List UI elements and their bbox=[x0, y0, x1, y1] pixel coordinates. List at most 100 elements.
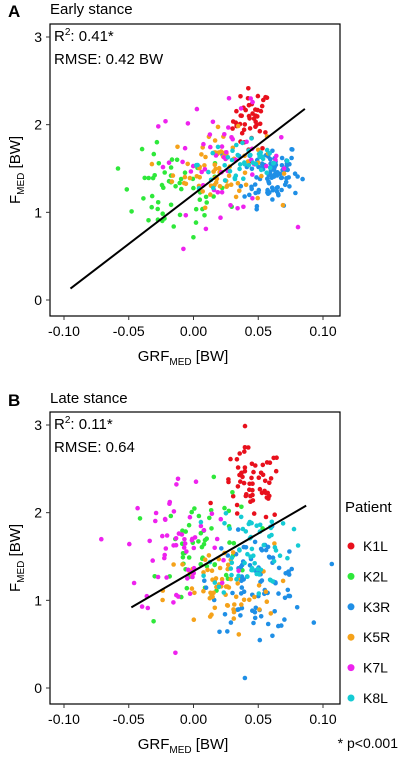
point-k5r bbox=[217, 565, 223, 571]
legend-label-k2l: K2L bbox=[363, 568, 388, 584]
point-k7l bbox=[241, 204, 246, 210]
point-k8l bbox=[222, 521, 227, 526]
point-k3r bbox=[225, 553, 231, 558]
point-k8l bbox=[229, 157, 235, 163]
point-k3r bbox=[284, 176, 289, 181]
point-k3r bbox=[249, 166, 255, 172]
point-k3r bbox=[250, 608, 255, 613]
point-k5r bbox=[239, 602, 244, 607]
y-tick-label: 3 bbox=[34, 29, 42, 45]
panel-title: Early stance bbox=[50, 1, 133, 18]
point-k2l bbox=[222, 505, 227, 511]
point-k1l bbox=[246, 86, 251, 91]
point-k1l bbox=[237, 472, 242, 478]
point-k5r bbox=[280, 202, 286, 208]
point-k7l bbox=[198, 523, 204, 529]
point-k1l bbox=[234, 457, 240, 462]
y-tick-label: 2 bbox=[34, 505, 42, 521]
point-k2l bbox=[204, 200, 209, 205]
x-axis-label-unit: [BW] bbox=[192, 736, 229, 753]
point-k8l bbox=[237, 547, 242, 552]
point-k8l bbox=[230, 148, 235, 153]
point-k1l bbox=[235, 465, 241, 470]
point-k3r bbox=[265, 544, 271, 550]
point-k2l bbox=[155, 200, 161, 205]
point-k1l bbox=[244, 492, 249, 497]
x-axis-label-main: GRF bbox=[138, 348, 170, 365]
point-k5r bbox=[257, 607, 262, 612]
point-k2l bbox=[193, 206, 199, 212]
point-k2l bbox=[223, 572, 229, 578]
point-k8l bbox=[269, 519, 275, 525]
point-k3r bbox=[275, 191, 281, 197]
point-k7l bbox=[202, 167, 208, 172]
point-k7l bbox=[218, 215, 223, 220]
point-k3r bbox=[251, 620, 256, 626]
point-k1l bbox=[237, 451, 242, 456]
point-k1l bbox=[242, 122, 248, 127]
point-k2l bbox=[239, 504, 244, 510]
point-k7l bbox=[250, 99, 255, 105]
point-k5r bbox=[272, 541, 277, 546]
point-k8l bbox=[271, 160, 277, 166]
point-k1l bbox=[234, 502, 240, 508]
point-k2l bbox=[124, 187, 130, 192]
point-k3r bbox=[202, 578, 207, 583]
point-k2l bbox=[168, 165, 174, 170]
point-k5r bbox=[169, 179, 175, 184]
point-k7l bbox=[155, 574, 161, 580]
point-k1l bbox=[268, 476, 274, 481]
point-k5r bbox=[200, 189, 205, 194]
y-axis-label-main: F bbox=[7, 195, 24, 204]
point-k7l bbox=[188, 169, 194, 174]
footnote: * p<0.001 bbox=[338, 735, 399, 751]
point-k7l bbox=[203, 226, 209, 232]
point-k3r bbox=[252, 182, 258, 187]
point-k1l bbox=[250, 492, 255, 498]
point-k1l bbox=[242, 423, 248, 429]
point-k3r bbox=[269, 175, 275, 180]
point-k5r bbox=[255, 195, 260, 201]
point-k8l bbox=[251, 553, 256, 558]
point-k2l bbox=[203, 194, 209, 200]
point-k3r bbox=[268, 156, 273, 162]
points bbox=[115, 86, 305, 252]
point-k1l bbox=[230, 493, 236, 499]
point-k2l bbox=[184, 585, 190, 591]
point-k3r bbox=[275, 185, 281, 190]
point-k2l bbox=[169, 157, 175, 162]
point-k5r bbox=[212, 162, 218, 167]
point-k5r bbox=[189, 586, 195, 591]
point-k3r bbox=[279, 163, 285, 168]
x-tick-label: -0.10 bbox=[48, 711, 80, 727]
point-k8l bbox=[264, 170, 270, 175]
point-k3r bbox=[254, 175, 259, 180]
point-k7l bbox=[190, 536, 195, 542]
point-k8l bbox=[236, 573, 241, 578]
point-k3r bbox=[285, 587, 291, 593]
point-k5r bbox=[231, 609, 237, 615]
point-k8l bbox=[212, 580, 218, 585]
point-k8l bbox=[258, 567, 264, 573]
point-k8l bbox=[273, 548, 279, 553]
point-k2l bbox=[168, 202, 174, 208]
point-k7l bbox=[207, 132, 213, 137]
point-k5r bbox=[201, 588, 206, 594]
point-k8l bbox=[245, 551, 250, 557]
point-k7l bbox=[163, 546, 169, 551]
legend-title: Patient bbox=[345, 499, 393, 516]
point-k1l bbox=[255, 93, 261, 99]
point-k8l bbox=[277, 553, 283, 558]
point-k7l bbox=[235, 206, 240, 211]
point-k1l bbox=[254, 122, 259, 128]
point-k2l bbox=[231, 540, 237, 546]
point-k2l bbox=[129, 209, 134, 214]
point-k8l bbox=[229, 555, 235, 560]
point-k5r bbox=[202, 205, 208, 211]
point-k1l bbox=[208, 500, 213, 506]
r-squared-letter: R bbox=[54, 416, 65, 433]
point-k8l bbox=[264, 147, 270, 153]
point-k7l bbox=[145, 605, 151, 611]
point-k5r bbox=[149, 161, 155, 167]
